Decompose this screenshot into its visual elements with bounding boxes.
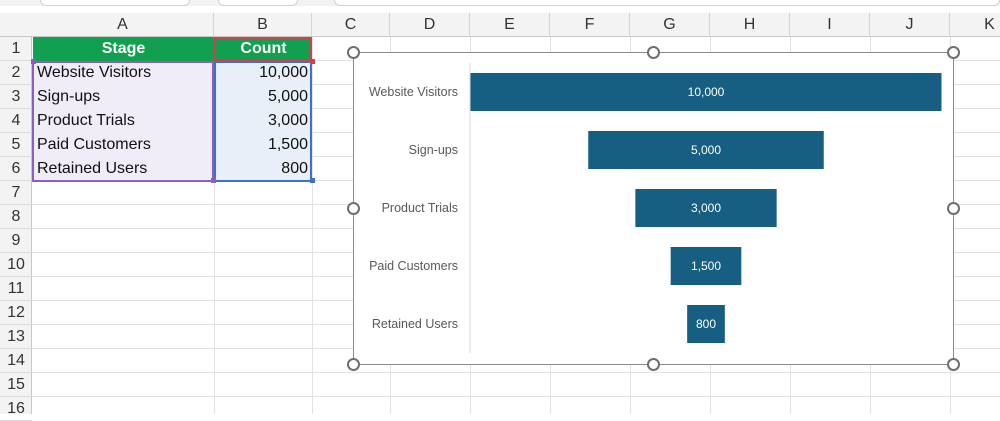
column-header-b[interactable]: B bbox=[214, 13, 312, 37]
count-cell[interactable]: 800 bbox=[215, 157, 312, 181]
count-cell[interactable]: 1,500 bbox=[215, 133, 312, 157]
column-header-bar: A B C D E F G H I J K bbox=[0, 13, 1000, 37]
count-cell[interactable]: 10,000 bbox=[215, 61, 312, 85]
stage-cell[interactable]: Product Trials bbox=[33, 109, 214, 133]
funnel-bar[interactable] bbox=[635, 189, 777, 227]
row-header-13[interactable]: 13 bbox=[0, 325, 32, 349]
gridline bbox=[214, 37, 215, 414]
row-header-bar: 1 2 3 4 5 6 7 8 9 10 11 12 13 14 15 16 bbox=[0, 37, 32, 421]
row-header-5[interactable]: 5 bbox=[0, 133, 32, 157]
resize-handle-bottom-left[interactable] bbox=[347, 358, 360, 371]
category-label: Retained Users bbox=[372, 317, 458, 331]
stage-cell[interactable]: Sign-ups bbox=[33, 85, 214, 109]
range-corner-handle[interactable] bbox=[31, 59, 36, 64]
column-header-h[interactable]: H bbox=[710, 13, 790, 37]
data-label: 800 bbox=[696, 317, 716, 331]
row-header-11[interactable]: 11 bbox=[0, 277, 32, 301]
row-header-12[interactable]: 12 bbox=[0, 301, 32, 325]
funnel-bar[interactable] bbox=[670, 247, 742, 285]
funnel-bar[interactable] bbox=[588, 131, 824, 169]
category-label: Website Visitors bbox=[369, 85, 458, 99]
resize-handle-top-left[interactable] bbox=[347, 46, 360, 59]
tab-placeholder[interactable] bbox=[334, 0, 1000, 6]
range-corner-handle[interactable] bbox=[310, 178, 315, 183]
column-header-d[interactable]: D bbox=[390, 13, 470, 37]
funnel-bar[interactable] bbox=[687, 305, 725, 343]
row-header-15[interactable]: 15 bbox=[0, 373, 32, 397]
tab-placeholder[interactable] bbox=[218, 0, 298, 6]
row-header-9[interactable]: 9 bbox=[0, 229, 32, 253]
column-header-g[interactable]: G bbox=[630, 13, 710, 37]
row-header-8[interactable]: 8 bbox=[0, 205, 32, 229]
stage-cell[interactable]: Paid Customers bbox=[33, 133, 214, 157]
header-cell-count[interactable]: Count bbox=[215, 37, 312, 61]
column-header-e[interactable]: E bbox=[470, 13, 550, 37]
resize-handle-right[interactable] bbox=[947, 202, 960, 215]
header-cell-stage[interactable]: Stage bbox=[33, 37, 214, 61]
column-header-c[interactable]: C bbox=[312, 13, 390, 37]
category-label: Sign-ups bbox=[409, 143, 458, 157]
funnel-bar[interactable] bbox=[470, 73, 942, 111]
column-header-a[interactable]: A bbox=[32, 13, 214, 37]
row-header-4[interactable]: 4 bbox=[0, 109, 32, 133]
row-header-7[interactable]: 7 bbox=[0, 181, 32, 205]
count-cell[interactable]: 3,000 bbox=[215, 109, 312, 133]
row-header-6[interactable]: 6 bbox=[0, 157, 32, 181]
data-label: 10,000 bbox=[688, 85, 725, 99]
resize-handle-left[interactable] bbox=[347, 202, 360, 215]
resize-handle-bottom[interactable] bbox=[647, 358, 660, 371]
stage-cell[interactable]: Retained Users bbox=[33, 157, 214, 181]
row-header-2[interactable]: 2 bbox=[0, 61, 32, 85]
range-corner-handle[interactable] bbox=[211, 178, 216, 183]
funnel-chart[interactable]: 10,000 Website Visitors 5,000 Sign-ups 3,000… bbox=[353, 52, 954, 365]
stage-cell[interactable]: Website Visitors bbox=[33, 61, 214, 85]
row-header-3[interactable]: 3 bbox=[0, 85, 32, 109]
column-header-k[interactable]: K bbox=[950, 13, 1000, 37]
ribbon-tab-strip bbox=[0, 0, 1000, 6]
count-cell[interactable]: 5,000 bbox=[215, 85, 312, 109]
data-label: 5,000 bbox=[691, 143, 721, 157]
column-header-f[interactable]: F bbox=[550, 13, 630, 37]
data-label: 1,500 bbox=[691, 259, 721, 273]
resize-handle-bottom-right[interactable] bbox=[947, 358, 960, 371]
row-header-10[interactable]: 10 bbox=[0, 253, 32, 277]
row-header-16[interactable]: 16 bbox=[0, 397, 32, 421]
column-header-j[interactable]: J bbox=[870, 13, 950, 37]
resize-handle-top[interactable] bbox=[647, 46, 660, 59]
row-header-14[interactable]: 14 bbox=[0, 349, 32, 373]
category-label: Paid Customers bbox=[369, 259, 458, 273]
gridline bbox=[312, 37, 313, 414]
data-label: 3,000 bbox=[691, 201, 721, 215]
category-label: Product Trials bbox=[382, 201, 458, 215]
range-corner-handle[interactable] bbox=[310, 59, 315, 64]
chart-plot-area: 10,000 Website Visitors 5,000 Sign-ups 3,000… bbox=[369, 63, 942, 353]
row-header-1[interactable]: 1 bbox=[0, 37, 32, 61]
tab-placeholder[interactable] bbox=[40, 0, 190, 6]
resize-handle-top-right[interactable] bbox=[947, 46, 960, 59]
column-header-i[interactable]: I bbox=[790, 13, 870, 37]
